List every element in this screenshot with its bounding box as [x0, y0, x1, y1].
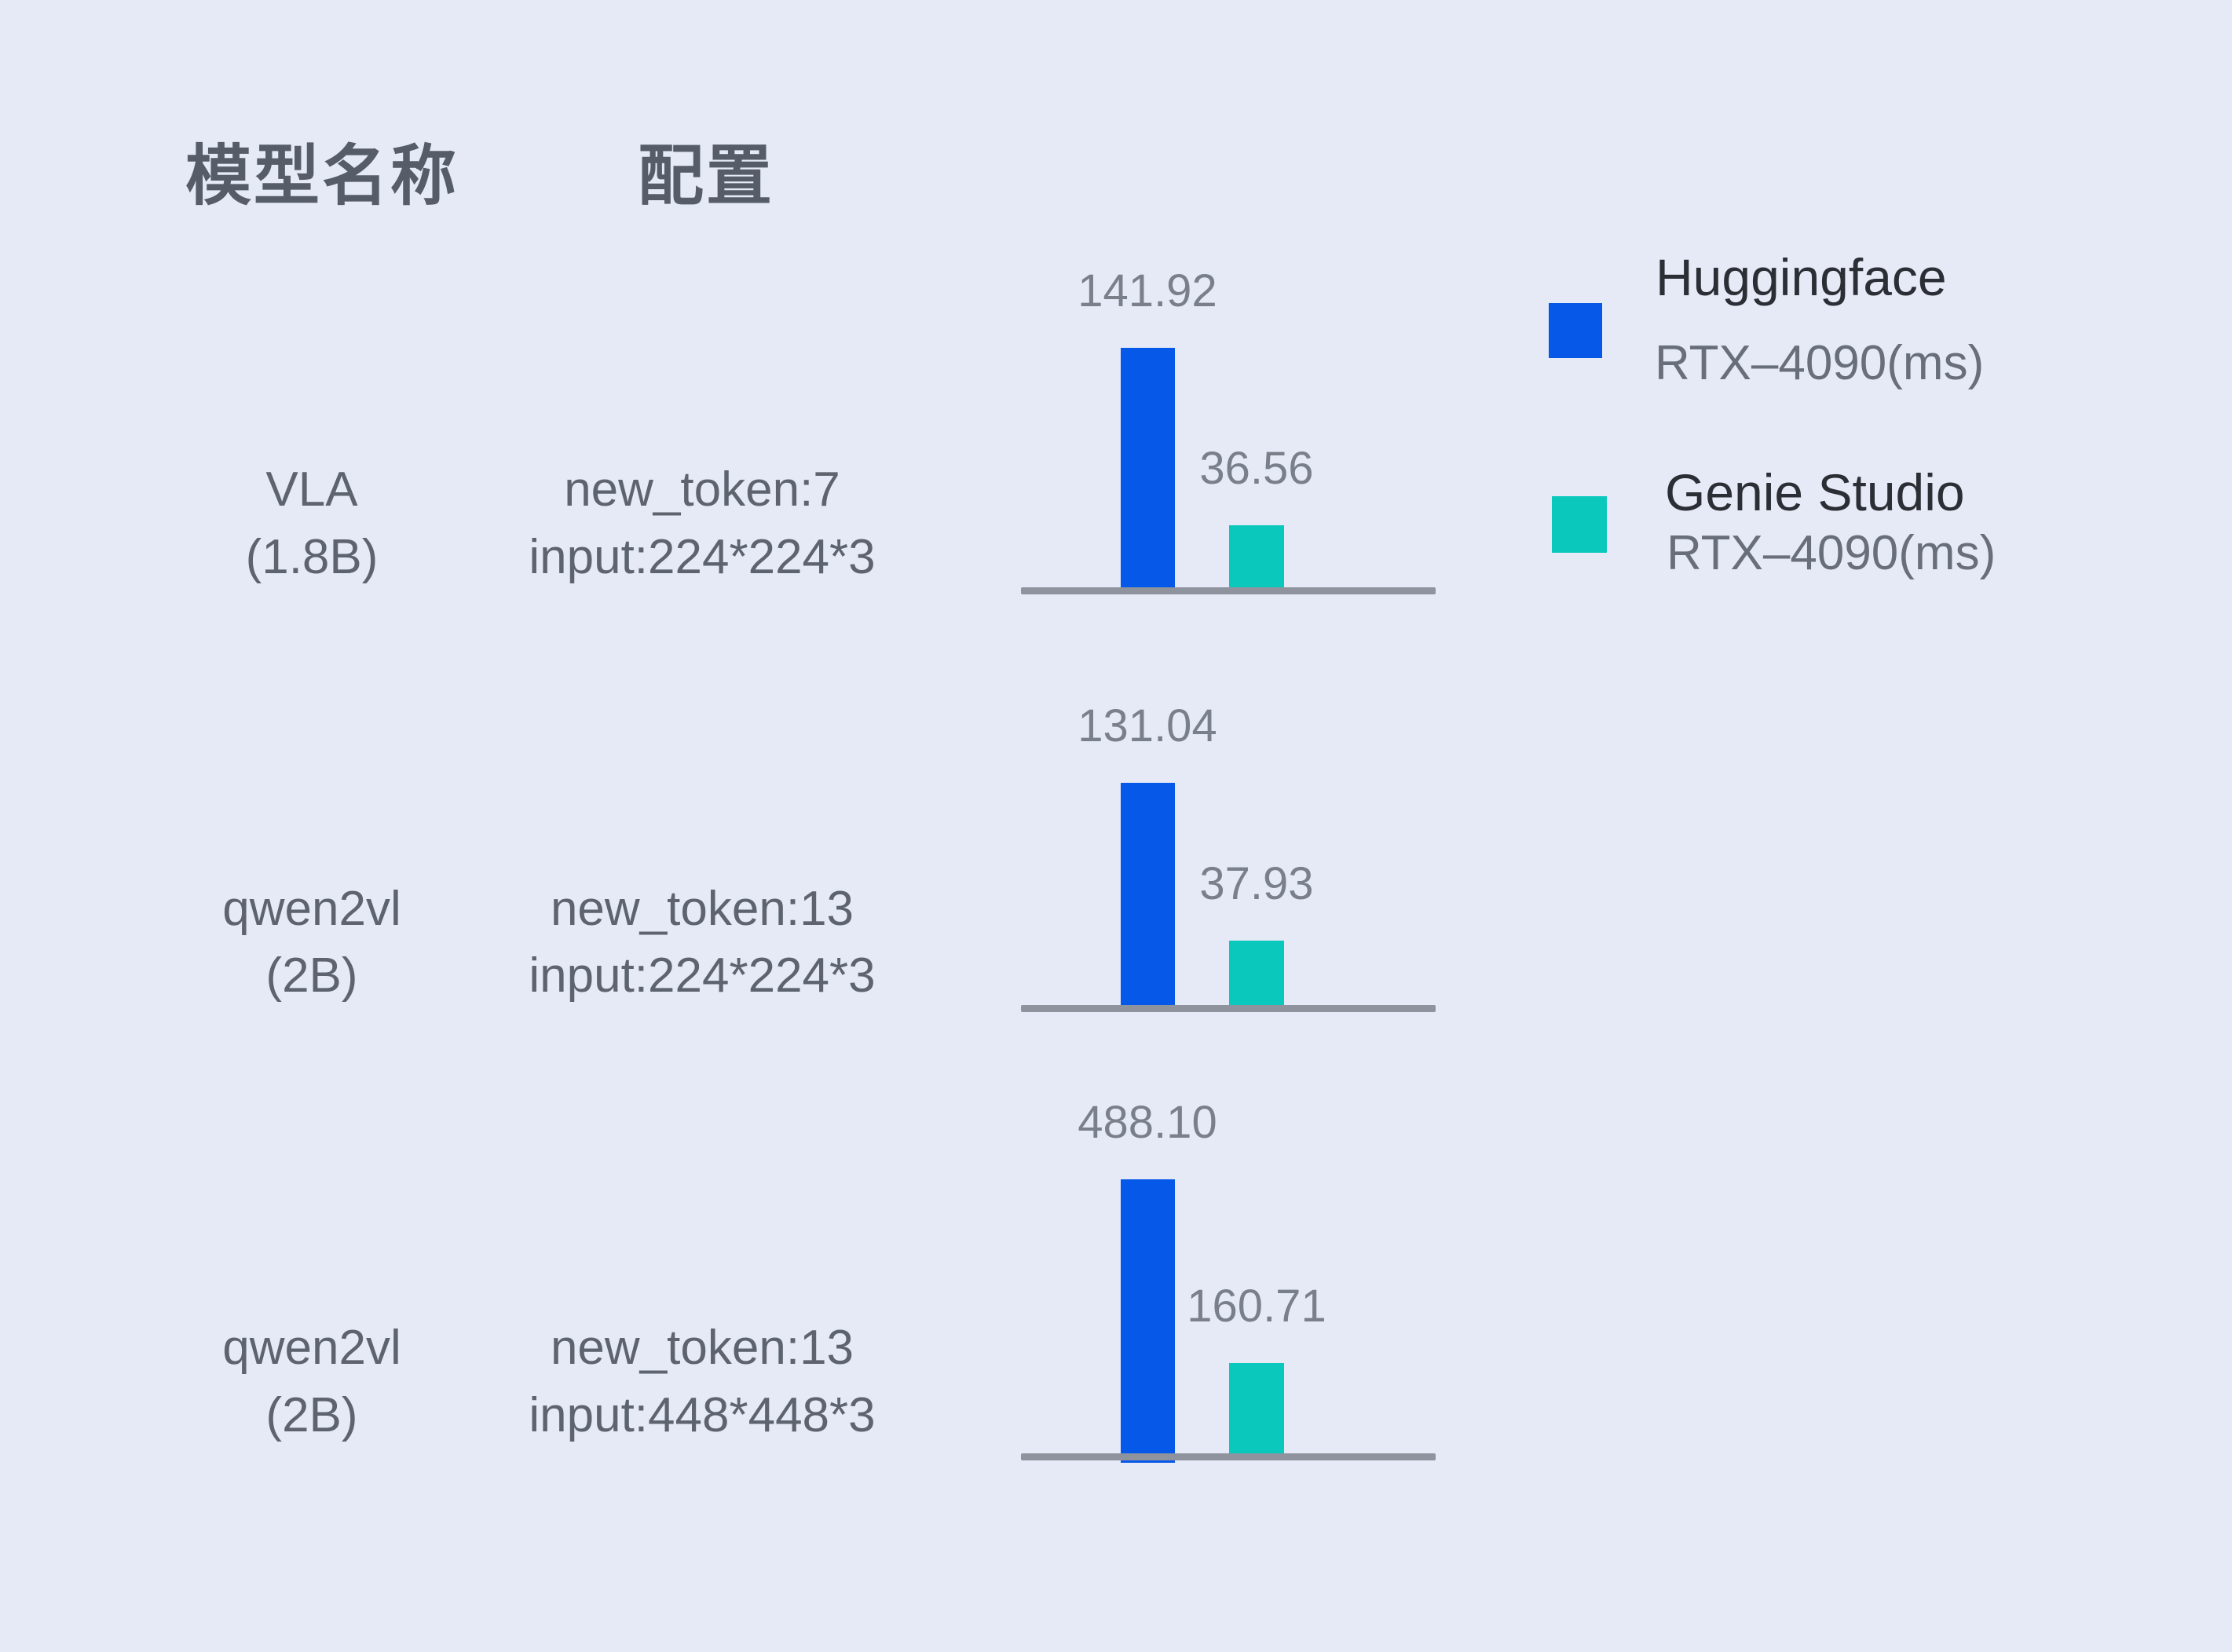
config-line-1: new_token:7 [564, 462, 840, 517]
axis-line [1021, 1005, 1436, 1012]
model-size: (2B) [265, 1388, 358, 1442]
header-model-name: 模型名称 [185, 139, 459, 213]
config-line-2: input:224*224*3 [529, 530, 876, 584]
huggingface-value-label: 488.10 [1078, 1097, 1217, 1148]
huggingface-value-label: 141.92 [1078, 265, 1217, 316]
config-line-2: input:448*448*3 [529, 1388, 876, 1442]
huggingface-swatch-icon [1549, 303, 1602, 358]
axis-line [1021, 1453, 1436, 1460]
genie-studio-bar [1229, 1363, 1284, 1453]
genie-studio-swatch-icon [1552, 496, 1607, 553]
config-line-1: new_token:13 [550, 882, 854, 936]
genie-studio-value-label: 37.93 [1199, 858, 1314, 909]
header-config: 配置 [638, 139, 775, 213]
model-name: qwen2vl [222, 882, 401, 936]
config-line-2: input:224*224*3 [529, 948, 876, 1003]
genie-studio-bar [1229, 525, 1284, 587]
model-size: (1.8B) [245, 530, 379, 584]
model-size: (2B) [265, 948, 358, 1003]
legend-sublabel-huggingface: RTX–4090(ms) [1655, 336, 1985, 390]
huggingface-bar [1121, 783, 1175, 1005]
model-name: qwen2vl [222, 1321, 401, 1375]
legend-label-genie-studio: Genie Studio [1665, 463, 1965, 521]
genie-studio-bar [1229, 941, 1284, 1005]
genie-studio-value-label: 36.56 [1199, 443, 1314, 494]
model-name: VLA [265, 462, 358, 517]
config-line-1: new_token:13 [550, 1321, 854, 1375]
genie-studio-value-label: 160.71 [1187, 1281, 1326, 1332]
legend-sublabel-genie-studio: RTX–4090(ms) [1667, 526, 1996, 580]
huggingface-value-label: 131.04 [1078, 700, 1217, 751]
legend-label-huggingface: Huggingface [1656, 248, 1947, 306]
axis-line [1021, 587, 1436, 594]
huggingface-bar [1121, 1179, 1175, 1463]
huggingface-bar [1121, 348, 1175, 587]
